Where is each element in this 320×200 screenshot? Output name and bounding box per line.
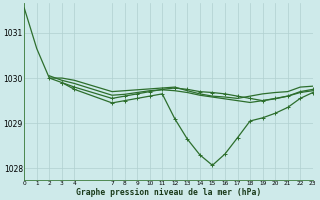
X-axis label: Graphe pression niveau de la mer (hPa): Graphe pression niveau de la mer (hPa)	[76, 188, 261, 197]
